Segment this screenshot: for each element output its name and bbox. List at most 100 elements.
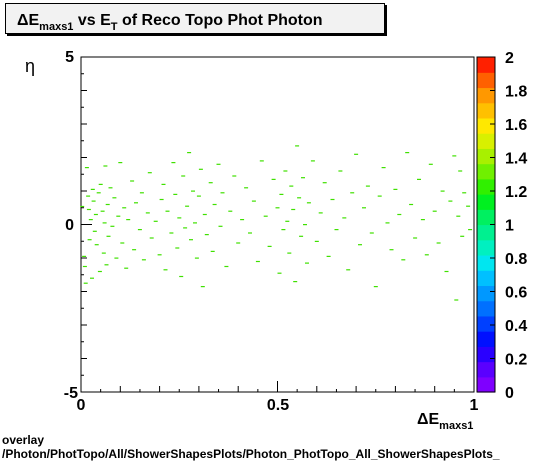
footer-path: overlay /Photon/PhotTopo/All/ShowerShape… (2, 433, 546, 461)
data-point (409, 203, 414, 206)
data-point (196, 195, 201, 197)
data-point (187, 152, 192, 154)
data-point (200, 286, 205, 288)
data-point (97, 270, 102, 273)
data-point (417, 178, 421, 180)
colorbar-tick-label: 1.2 (505, 184, 527, 201)
colorbar-band (477, 254, 495, 271)
colorbar-band (477, 102, 495, 119)
colorbar-band (477, 376, 495, 393)
data-point (458, 170, 463, 172)
data-point (212, 203, 217, 206)
data-point (377, 195, 382, 197)
data-point (91, 200, 96, 202)
data-point (82, 265, 87, 268)
data-point (251, 200, 256, 202)
data-point (173, 193, 178, 195)
data-point (122, 207, 127, 209)
data-point (244, 187, 249, 189)
data-point (440, 190, 445, 192)
data-point (124, 267, 129, 269)
data-point (220, 192, 225, 194)
data-point (444, 270, 449, 273)
data-point (86, 208, 91, 211)
data-point (314, 240, 319, 242)
data-point (87, 239, 92, 241)
data-point (287, 252, 292, 254)
data-point (145, 212, 150, 214)
y-tick-label-mid: 0 (65, 217, 74, 234)
data-point (83, 282, 88, 284)
data-point (130, 180, 135, 182)
data-point (88, 219, 93, 221)
colorbar-tick-label: 0.4 (505, 318, 527, 335)
data-point (94, 244, 99, 246)
data-point (177, 217, 182, 219)
data-point (291, 208, 296, 211)
x-axis-label: ΔEmaxs1 (417, 411, 473, 432)
data-point (163, 269, 168, 271)
data-point (210, 250, 215, 252)
data-point (263, 215, 268, 217)
x-tick-label-left: 0 (77, 397, 86, 414)
data-point (397, 213, 402, 216)
data-point (271, 178, 276, 180)
colorbar-band (477, 300, 495, 317)
data-point (112, 197, 117, 199)
colorbar-tick-label: 1.6 (505, 117, 527, 134)
data-point (460, 235, 465, 237)
data-point (198, 168, 203, 170)
colorbar-band (477, 163, 495, 180)
data-point (365, 185, 370, 187)
data-point (183, 227, 188, 229)
data-point (299, 235, 304, 237)
data-point (216, 163, 221, 165)
data-point (326, 255, 331, 257)
data-point (106, 235, 111, 237)
data-point (218, 225, 223, 227)
data-point (86, 195, 91, 197)
data-point (96, 192, 101, 194)
data-point (181, 175, 186, 177)
axis-ticks (80, 56, 475, 393)
colorbar-tick-label: 0.6 (505, 285, 527, 302)
data-point (240, 219, 245, 221)
data-point (267, 245, 272, 247)
colorbar-tick-label: 0.8 (505, 251, 527, 268)
colorbar-tick-label: 1 (505, 218, 514, 235)
data-point (281, 229, 286, 231)
data-point (132, 249, 137, 251)
data-point (236, 242, 241, 244)
colorbar-band (477, 72, 495, 89)
plot-frame (80, 56, 475, 393)
colorbar-band (477, 87, 495, 104)
data-point (110, 225, 115, 227)
data-point (283, 170, 288, 172)
data-point (80, 205, 85, 208)
y-axis-label: η (25, 56, 35, 76)
data-point (114, 257, 119, 259)
data-point (105, 203, 110, 206)
data-point (424, 254, 429, 256)
data-point (393, 188, 398, 190)
colorbar-band (477, 315, 495, 332)
data-point (208, 182, 213, 184)
data-point (147, 172, 152, 174)
colorbar-labels: 0 0.2 0.4 0.6 0.8 1 1.2 1.4 1.6 1.8 2 (490, 50, 527, 402)
data-point (420, 219, 425, 221)
data-point (92, 230, 97, 232)
colorbar-band (477, 331, 495, 347)
data-point (259, 160, 264, 162)
colorbar-band (477, 148, 495, 165)
colorbar-band (477, 346, 495, 363)
colorbar-band (477, 224, 495, 241)
points-layer (80, 145, 473, 301)
colorbar-tick-label: 2 (505, 50, 514, 67)
data-point (84, 167, 89, 169)
data-point (204, 234, 209, 236)
data-point (169, 232, 174, 234)
data-point (342, 217, 347, 219)
colorbar-band (477, 361, 495, 378)
data-point (104, 264, 109, 266)
